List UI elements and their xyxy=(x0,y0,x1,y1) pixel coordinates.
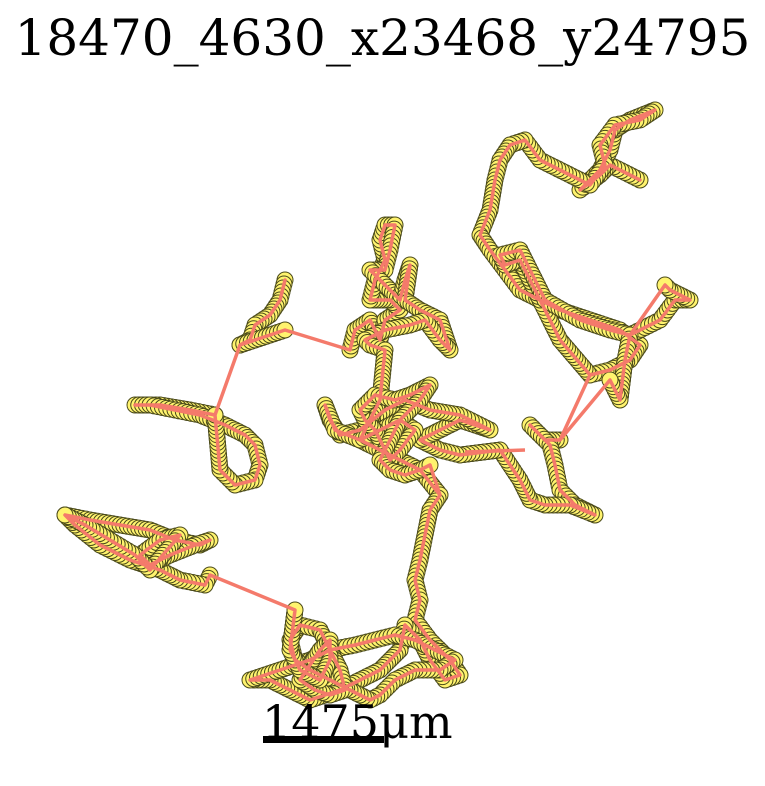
trajectory-line-2 xyxy=(133,223,452,487)
trajectory-jump-line xyxy=(428,464,442,496)
figure-title: 18470_4630_x23468_y24795 xyxy=(14,9,751,67)
trajectory-jump-line xyxy=(464,448,526,454)
scale-bar xyxy=(263,736,384,743)
trajectory-jump-line xyxy=(558,374,592,441)
trajectory-lines xyxy=(63,108,692,702)
